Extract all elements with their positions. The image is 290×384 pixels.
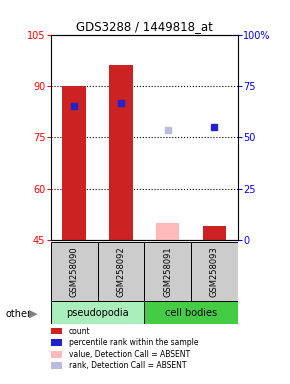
Bar bbox=[191, 242, 238, 301]
Bar bbox=[109, 65, 133, 240]
Text: GSM258092: GSM258092 bbox=[116, 247, 125, 297]
Bar bbox=[51, 301, 144, 324]
Text: rank, Detection Call = ABSENT: rank, Detection Call = ABSENT bbox=[69, 361, 186, 370]
Bar bbox=[97, 242, 144, 301]
Text: GSM258093: GSM258093 bbox=[210, 246, 219, 297]
Text: GSM258091: GSM258091 bbox=[163, 247, 172, 297]
Bar bbox=[144, 301, 238, 324]
Text: ▶: ▶ bbox=[29, 309, 38, 319]
Bar bbox=[144, 242, 191, 301]
Text: other: other bbox=[6, 309, 32, 319]
Text: percentile rank within the sample: percentile rank within the sample bbox=[69, 338, 199, 347]
Text: value, Detection Call = ABSENT: value, Detection Call = ABSENT bbox=[69, 349, 190, 359]
Text: pseudopodia: pseudopodia bbox=[66, 308, 129, 318]
Bar bbox=[51, 242, 97, 301]
Text: cell bodies: cell bodies bbox=[165, 308, 217, 318]
Text: GSM258090: GSM258090 bbox=[70, 247, 79, 297]
Text: count: count bbox=[69, 326, 91, 336]
Title: GDS3288 / 1449818_at: GDS3288 / 1449818_at bbox=[76, 20, 213, 33]
Bar bbox=[156, 223, 179, 240]
Bar bbox=[62, 86, 86, 240]
Bar bbox=[203, 226, 226, 240]
